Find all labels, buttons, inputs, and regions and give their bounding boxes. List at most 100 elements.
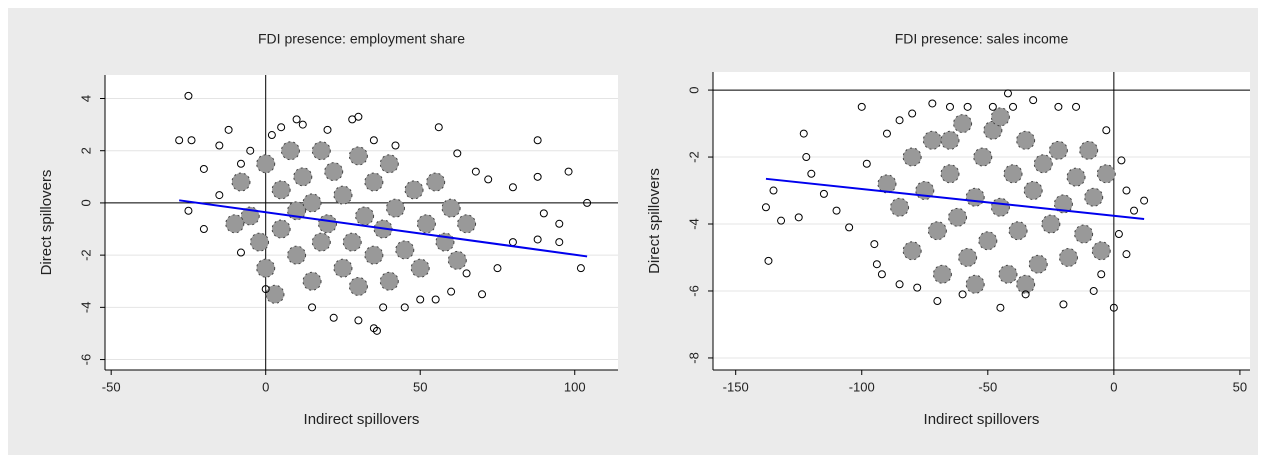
y-tick-label: -4 bbox=[78, 302, 93, 314]
sunflower bbox=[983, 120, 1003, 140]
sunflower bbox=[1028, 254, 1048, 274]
y-tick-label: 0 bbox=[686, 86, 701, 93]
point bbox=[400, 303, 409, 312]
sunflower bbox=[1058, 247, 1078, 267]
point bbox=[1140, 196, 1149, 205]
fit-line bbox=[179, 199, 588, 258]
sunflower bbox=[256, 154, 276, 174]
plot-area bbox=[713, 72, 1250, 370]
point bbox=[199, 225, 208, 234]
point bbox=[369, 136, 378, 145]
sunflower bbox=[302, 193, 322, 213]
sunflower bbox=[426, 172, 446, 192]
sunflower bbox=[1096, 164, 1116, 184]
sunflower bbox=[890, 197, 910, 217]
sunflower bbox=[998, 264, 1018, 284]
point bbox=[761, 203, 770, 212]
sunflower bbox=[1003, 164, 1023, 184]
point bbox=[308, 303, 317, 312]
sunflower bbox=[948, 207, 968, 227]
point bbox=[187, 136, 196, 145]
sunflower bbox=[965, 187, 985, 207]
sunflower bbox=[940, 164, 960, 184]
x-axis-label: Indirect spillovers bbox=[924, 411, 1040, 428]
y-axis-label: Direct spillovers bbox=[646, 168, 663, 274]
sunflower bbox=[877, 174, 897, 194]
point bbox=[908, 109, 917, 118]
point bbox=[416, 295, 425, 304]
point bbox=[777, 216, 786, 225]
point bbox=[807, 169, 816, 178]
sunflower bbox=[231, 172, 251, 192]
sunflower bbox=[302, 271, 322, 291]
sunflower bbox=[333, 185, 353, 205]
fit-line bbox=[765, 177, 1145, 220]
x-tick-label: -150 bbox=[723, 379, 749, 394]
point bbox=[236, 159, 245, 168]
x-tick-label: 50 bbox=[413, 379, 427, 394]
point bbox=[175, 136, 184, 145]
point bbox=[862, 159, 871, 168]
x-axis-label: Indirect spillovers bbox=[304, 411, 420, 428]
point bbox=[1122, 186, 1131, 195]
sunflower bbox=[265, 284, 285, 304]
y-tick-label: -8 bbox=[686, 352, 701, 364]
point bbox=[1009, 102, 1018, 111]
point bbox=[958, 290, 967, 299]
point bbox=[379, 303, 388, 312]
sunflower bbox=[1041, 214, 1061, 234]
point bbox=[799, 129, 808, 138]
point bbox=[1130, 206, 1139, 215]
point bbox=[564, 167, 573, 176]
point bbox=[493, 264, 502, 273]
sunflower bbox=[311, 232, 331, 252]
point bbox=[533, 136, 542, 145]
sunflower bbox=[965, 274, 985, 294]
point bbox=[870, 240, 879, 249]
point bbox=[224, 125, 233, 134]
point bbox=[246, 146, 255, 155]
sunflower bbox=[1084, 187, 1104, 207]
point bbox=[184, 206, 193, 215]
point bbox=[236, 248, 245, 257]
sunflower bbox=[1048, 140, 1068, 160]
sunflower bbox=[348, 146, 368, 166]
x-tick-label: 50 bbox=[1233, 379, 1247, 394]
point bbox=[794, 213, 803, 222]
point bbox=[471, 167, 480, 176]
y-tick-label: 4 bbox=[78, 95, 93, 102]
point bbox=[913, 283, 922, 292]
sunflower bbox=[293, 167, 313, 187]
point bbox=[1102, 126, 1111, 135]
sunflower bbox=[953, 114, 973, 134]
sunflower bbox=[1008, 221, 1028, 241]
point bbox=[1117, 156, 1126, 165]
sunflower bbox=[416, 214, 436, 234]
sunflower bbox=[973, 147, 993, 167]
x-tick-label: -50 bbox=[978, 379, 997, 394]
point bbox=[261, 285, 270, 294]
point bbox=[215, 141, 224, 150]
sunflower bbox=[447, 250, 467, 270]
point bbox=[431, 295, 440, 304]
point bbox=[1021, 290, 1030, 299]
sunflower bbox=[902, 147, 922, 167]
point bbox=[877, 270, 886, 279]
point bbox=[996, 303, 1005, 312]
point bbox=[1072, 102, 1081, 111]
sunflower bbox=[927, 221, 947, 241]
x-tick-label: 100 bbox=[564, 379, 586, 394]
x-tick-label: -100 bbox=[849, 379, 875, 394]
point bbox=[555, 219, 564, 228]
y-tick-label: -6 bbox=[686, 285, 701, 297]
sunflower bbox=[990, 107, 1010, 127]
point bbox=[478, 290, 487, 299]
point bbox=[1003, 89, 1012, 98]
sunflower bbox=[1033, 154, 1053, 174]
point bbox=[576, 264, 585, 273]
sunflower bbox=[385, 198, 405, 218]
sunflower bbox=[958, 247, 978, 267]
sunflower bbox=[902, 241, 922, 261]
point bbox=[845, 223, 854, 232]
point bbox=[1029, 96, 1038, 105]
